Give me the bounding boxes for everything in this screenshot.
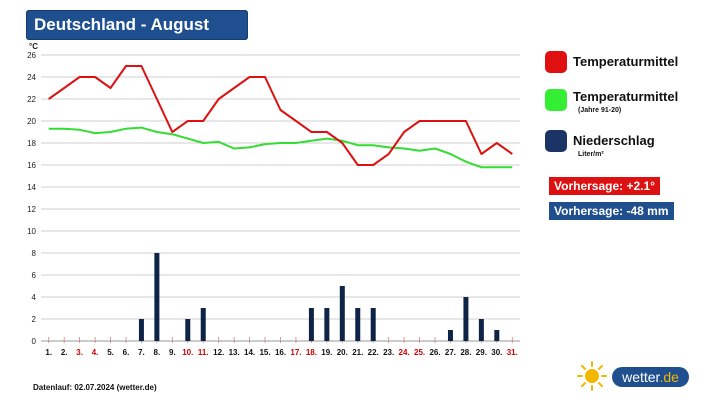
x-tick-label: 2. [61,348,68,357]
data-run-note: Datenlauf: 02.07.2024 (wetter.de) [33,383,157,392]
x-tick-label: 8. [154,348,161,357]
x-tick-label: 5. [107,348,114,357]
x-tick-label: 17. [290,348,301,357]
x-tick-label: 3. [76,348,83,357]
x-tick-label: 11. [198,348,209,357]
legend-label-precipitation: Niederschlag [573,133,655,148]
precipitation-bar [447,330,453,341]
y-tick-label: 14 [27,183,36,192]
precipitation-bar [154,253,160,341]
x-tick-label: 28. [460,348,471,357]
legend-sublabel-temperature-normal: (Jahre 91-20) [578,107,622,114]
precipitation-bar [185,319,191,341]
y-unit-label: °C [29,42,38,51]
precipitation-bar [478,319,484,341]
precipitation-bar [355,308,361,341]
y-tick-label: 10 [27,227,36,236]
x-tick-label: 26. [429,348,440,357]
y-tick-label: 8 [32,249,37,258]
x-tick-label: 16. [275,348,286,357]
y-tick-label: 12 [27,205,36,214]
x-tick-label: 1. [45,348,52,357]
series-line [48,65,513,166]
x-tick-label: 15. [259,348,270,357]
x-tick-label: 27. [445,348,456,357]
x-tick-label: 29. [476,348,487,357]
precipitation-bar [463,297,469,341]
x-tick-label: 12. [213,348,224,357]
chart-title: Deutschland - August [34,15,210,34]
brand-name: wetter [622,369,660,385]
legend-swatch-temperature-normal [545,89,567,111]
legend-swatch-temperature [545,51,567,73]
brand-logo: wetter.de [612,367,689,387]
x-tick-label: 10. [182,348,193,357]
legend-label-temperature: Temperaturmittel [573,54,679,69]
y-tick-label: 2 [32,315,37,324]
precipitation-bar [324,308,330,341]
x-tick-label: 23. [383,348,394,357]
brand-tld: .de [659,369,679,385]
precipitation-bar [339,286,345,341]
x-tick-label: 6. [123,348,130,357]
precipitation-bar [494,330,500,341]
x-tick-label: 19. [321,348,332,357]
y-tick-label: 26 [27,51,36,60]
precipitation-bar [308,308,314,341]
x-tick-label: 22. [368,348,379,357]
forecast-temperature-badge: Vorhersage: +2.1° [549,177,660,195]
y-tick-label: 6 [32,271,37,280]
precipitation-bar [138,319,144,341]
x-tick-label: 14. [244,348,255,357]
precipitation-bar [200,308,206,341]
precipitation-bar [370,308,376,341]
x-tick-label: 9. [169,348,176,357]
x-tick-label: 7. [138,348,145,357]
x-tick-label: 24. [399,348,410,357]
x-tick-label: 4. [92,348,99,357]
y-tick-label: 0 [32,337,37,346]
x-tick-label: 31. [507,348,518,357]
y-tick-label: 22 [27,95,36,104]
x-tick-label: 13. [229,348,240,357]
x-tick-label: 21. [352,348,363,357]
y-tick-label: 18 [27,139,36,148]
x-tick-label: 25. [414,348,425,357]
y-tick-label: 16 [27,161,36,170]
x-tick-label: 20. [337,348,348,357]
title-banner: Deutschland - August [26,10,248,40]
y-tick-label: 24 [27,73,36,82]
legend-swatch-precipitation [545,130,567,152]
x-tick-label: 30. [491,348,502,357]
legend-label-temperature-normal: Temperaturmittel [573,89,679,104]
x-tick-label: 18. [306,348,317,357]
forecast-precipitation-badge: Vorhersage: -48 mm [549,202,674,220]
y-tick-label: 20 [27,117,36,126]
legend-sublabel-precipitation: Liter/m² [578,151,604,158]
series-line [48,126,513,169]
sun-icon [577,361,607,391]
y-tick-label: 4 [32,293,37,302]
